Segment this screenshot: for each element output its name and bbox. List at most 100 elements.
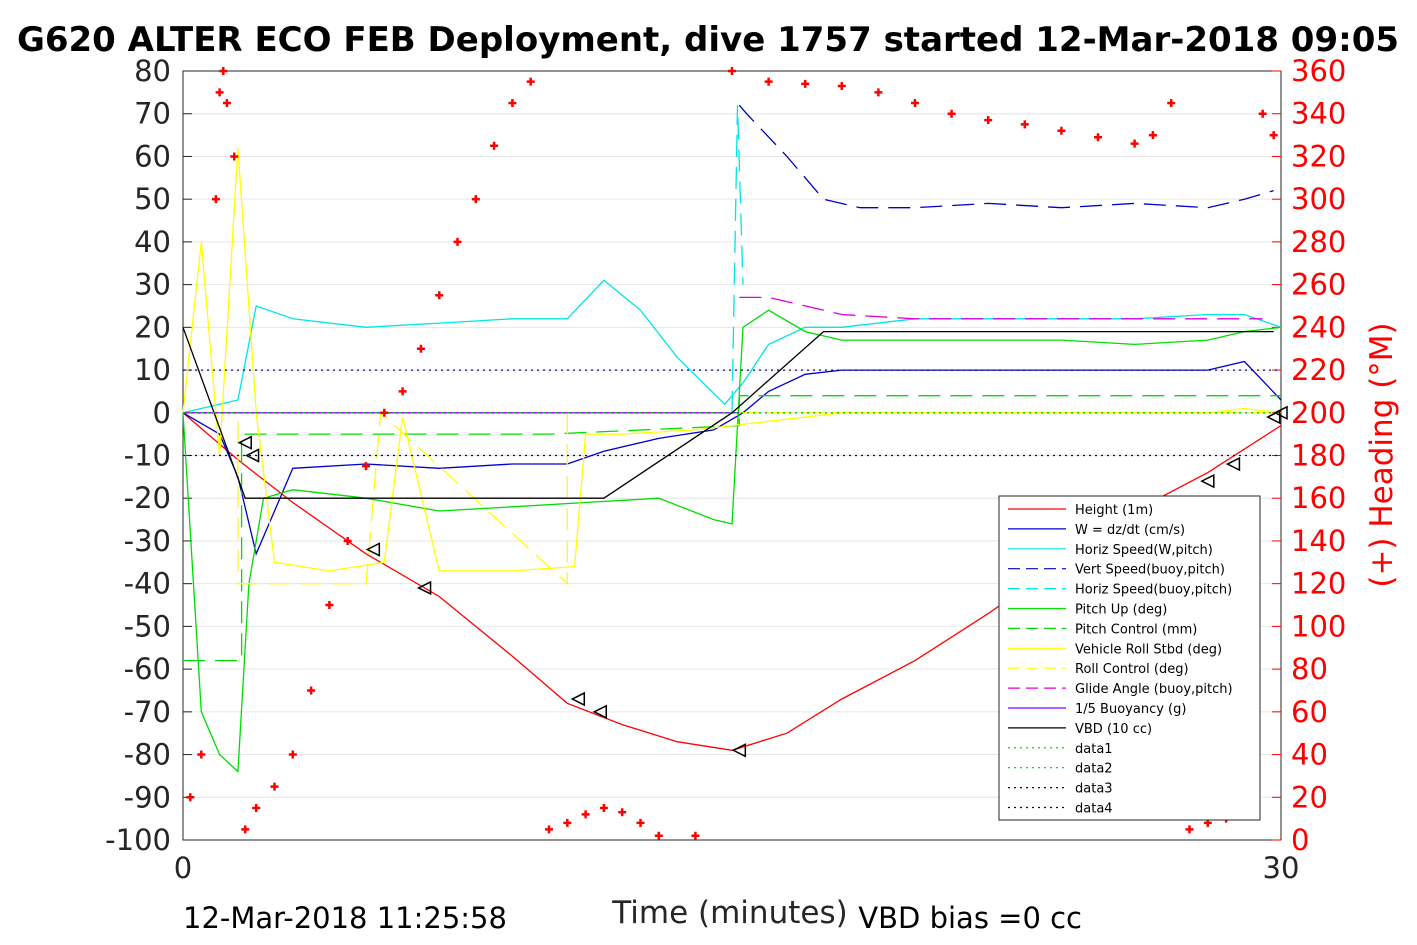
heading-point: [222, 99, 231, 108]
series-line-vert-speed-buoy-pitch-: [738, 104, 1274, 209]
right-tick-label: 280: [1291, 225, 1346, 259]
right-tick-label: 20: [1291, 780, 1328, 814]
heading-point: [215, 88, 224, 97]
legend-label: Horiz Speed(W,pitch): [1075, 543, 1213, 558]
right-tick-label: 340: [1291, 97, 1346, 131]
chart-title: G620 ALTER ECO FEB Deployment, dive 1757…: [17, 20, 1399, 60]
left-tick-label: -40: [124, 567, 171, 601]
footer-timestamp: 12-Mar-2018 11:25:58: [183, 901, 507, 935]
legend-label: Roll Control (deg): [1075, 662, 1189, 677]
x-tick-label: 0: [174, 851, 192, 885]
right-axis: 3603403203002802602402202001801601401201…: [1272, 54, 1346, 857]
legend-item: Horiz Speed(W,pitch): [1008, 543, 1213, 558]
heading-point: [416, 344, 425, 353]
legend-item: data2: [1008, 762, 1113, 777]
heading-point: [398, 387, 407, 396]
legend-item: Horiz Speed(buoy,pitch): [1008, 583, 1232, 598]
heading-point: [230, 152, 239, 161]
legend-box: [998, 495, 1261, 821]
heading-point: [654, 831, 663, 840]
heading-point: [581, 810, 590, 819]
x-axis-label: Time (minutes): [611, 895, 847, 931]
left-tick-label: 70: [134, 97, 171, 131]
heading-point: [1130, 139, 1139, 148]
legend-label: Vert Speed(buoy,pitch): [1075, 563, 1225, 578]
left-tick-label: -50: [124, 609, 171, 643]
heading-point: [1258, 109, 1267, 118]
heading-point: [471, 195, 480, 204]
heading-point: [435, 291, 444, 300]
legend-item: Vehicle Roll Stbd (deg): [1008, 642, 1222, 657]
heading-point: [563, 818, 572, 827]
right-tick-label: 320: [1291, 139, 1346, 173]
triangle-marker: [731, 743, 747, 758]
right-tick-label: 220: [1291, 353, 1346, 387]
left-tick-label: -60: [124, 652, 171, 686]
right-tick-label: 60: [1291, 695, 1328, 729]
heading-point: [618, 808, 627, 817]
legend-item: data3: [1008, 782, 1113, 797]
heading-point: [362, 462, 370, 471]
series-line-vbd-10-cc-: [182, 327, 1274, 499]
heading-point: [984, 116, 993, 125]
series-line-horiz-speed-w-pitch-: [182, 279, 1282, 414]
triangle-marker: [1225, 456, 1241, 472]
x-tick-label: 30: [1263, 851, 1300, 885]
heading-point: [219, 67, 228, 75]
legend-item: Pitch Up (deg): [1008, 603, 1167, 618]
legend-item: Glide Angle (buoy,pitch): [1008, 682, 1233, 697]
left-axis: 80 70 60 50 40 30 20 10 0 -10 -20 -30 -40 -50 -60 -70 -8…: [105, 54, 192, 857]
heading-point: [874, 88, 883, 97]
right-tick-label: 0: [1291, 823, 1309, 857]
right-tick-label: 360: [1291, 54, 1346, 88]
legend-item: VBD (10 cc): [1008, 722, 1152, 737]
legend-item: Vert Speed(buoy,pitch): [1008, 563, 1225, 578]
right-axis-label: (+) Heading (°M): [1364, 322, 1400, 587]
triangle-marker: [1200, 473, 1215, 489]
legend-label: VBD (10 cc): [1075, 722, 1152, 737]
heading-point: [636, 818, 645, 827]
heading-point: [1148, 131, 1157, 140]
right-tick-label: 180: [1291, 439, 1346, 473]
triangle-marker: [237, 435, 252, 450]
heading-point: [1020, 120, 1029, 129]
left-tick-label: -30: [124, 524, 171, 558]
heading-point: [728, 67, 736, 75]
heading-point: [197, 750, 206, 759]
legend-label: Vehicle Roll Stbd (deg): [1075, 642, 1222, 657]
triangle-marker: [1273, 405, 1288, 420]
triangle-marker: [244, 448, 260, 463]
right-tick-label: 80: [1291, 652, 1328, 686]
heading-point: [186, 793, 195, 802]
triangle-markers: [237, 405, 1288, 758]
heading-point: [1185, 825, 1194, 834]
triangle-marker: [1266, 409, 1281, 425]
heading-point: [307, 686, 316, 695]
left-tick-label: 0: [153, 396, 171, 430]
series-line-w-dz-dt-cm-s-: [182, 360, 1282, 556]
right-tick-label: 40: [1291, 738, 1328, 772]
legend-item: 1/5 Buoyancy (g): [1008, 702, 1186, 717]
series-line-horiz-speed-buoy-pitch-: [731, 105, 744, 413]
heading-point: [1167, 99, 1176, 108]
heading-point: [343, 536, 352, 545]
legend-item: data1: [1008, 742, 1113, 757]
legend-label: data2: [1075, 762, 1113, 777]
legend-label: data1: [1075, 742, 1113, 757]
left-tick-label: 60: [134, 139, 171, 173]
legend-label: Horiz Speed(buoy,pitch): [1075, 583, 1232, 598]
right-tick-label: 140: [1291, 524, 1346, 558]
legend-label: Pitch Control (mm): [1075, 622, 1197, 637]
left-tick-label: 20: [134, 310, 171, 344]
heading-point: [1057, 126, 1066, 135]
left-tick-label: -70: [124, 695, 171, 729]
legend-item: Height (1m): [1008, 503, 1153, 518]
left-tick-label: 10: [134, 353, 171, 387]
heading-point: [211, 195, 220, 204]
heading-point: [526, 77, 535, 86]
heading-point: [508, 99, 517, 108]
legend: Height (1m) W = dz/dt (cm/s) Horiz Speed(W…: [998, 495, 1261, 821]
triangle-marker: [416, 580, 432, 596]
heading-point: [764, 77, 773, 86]
